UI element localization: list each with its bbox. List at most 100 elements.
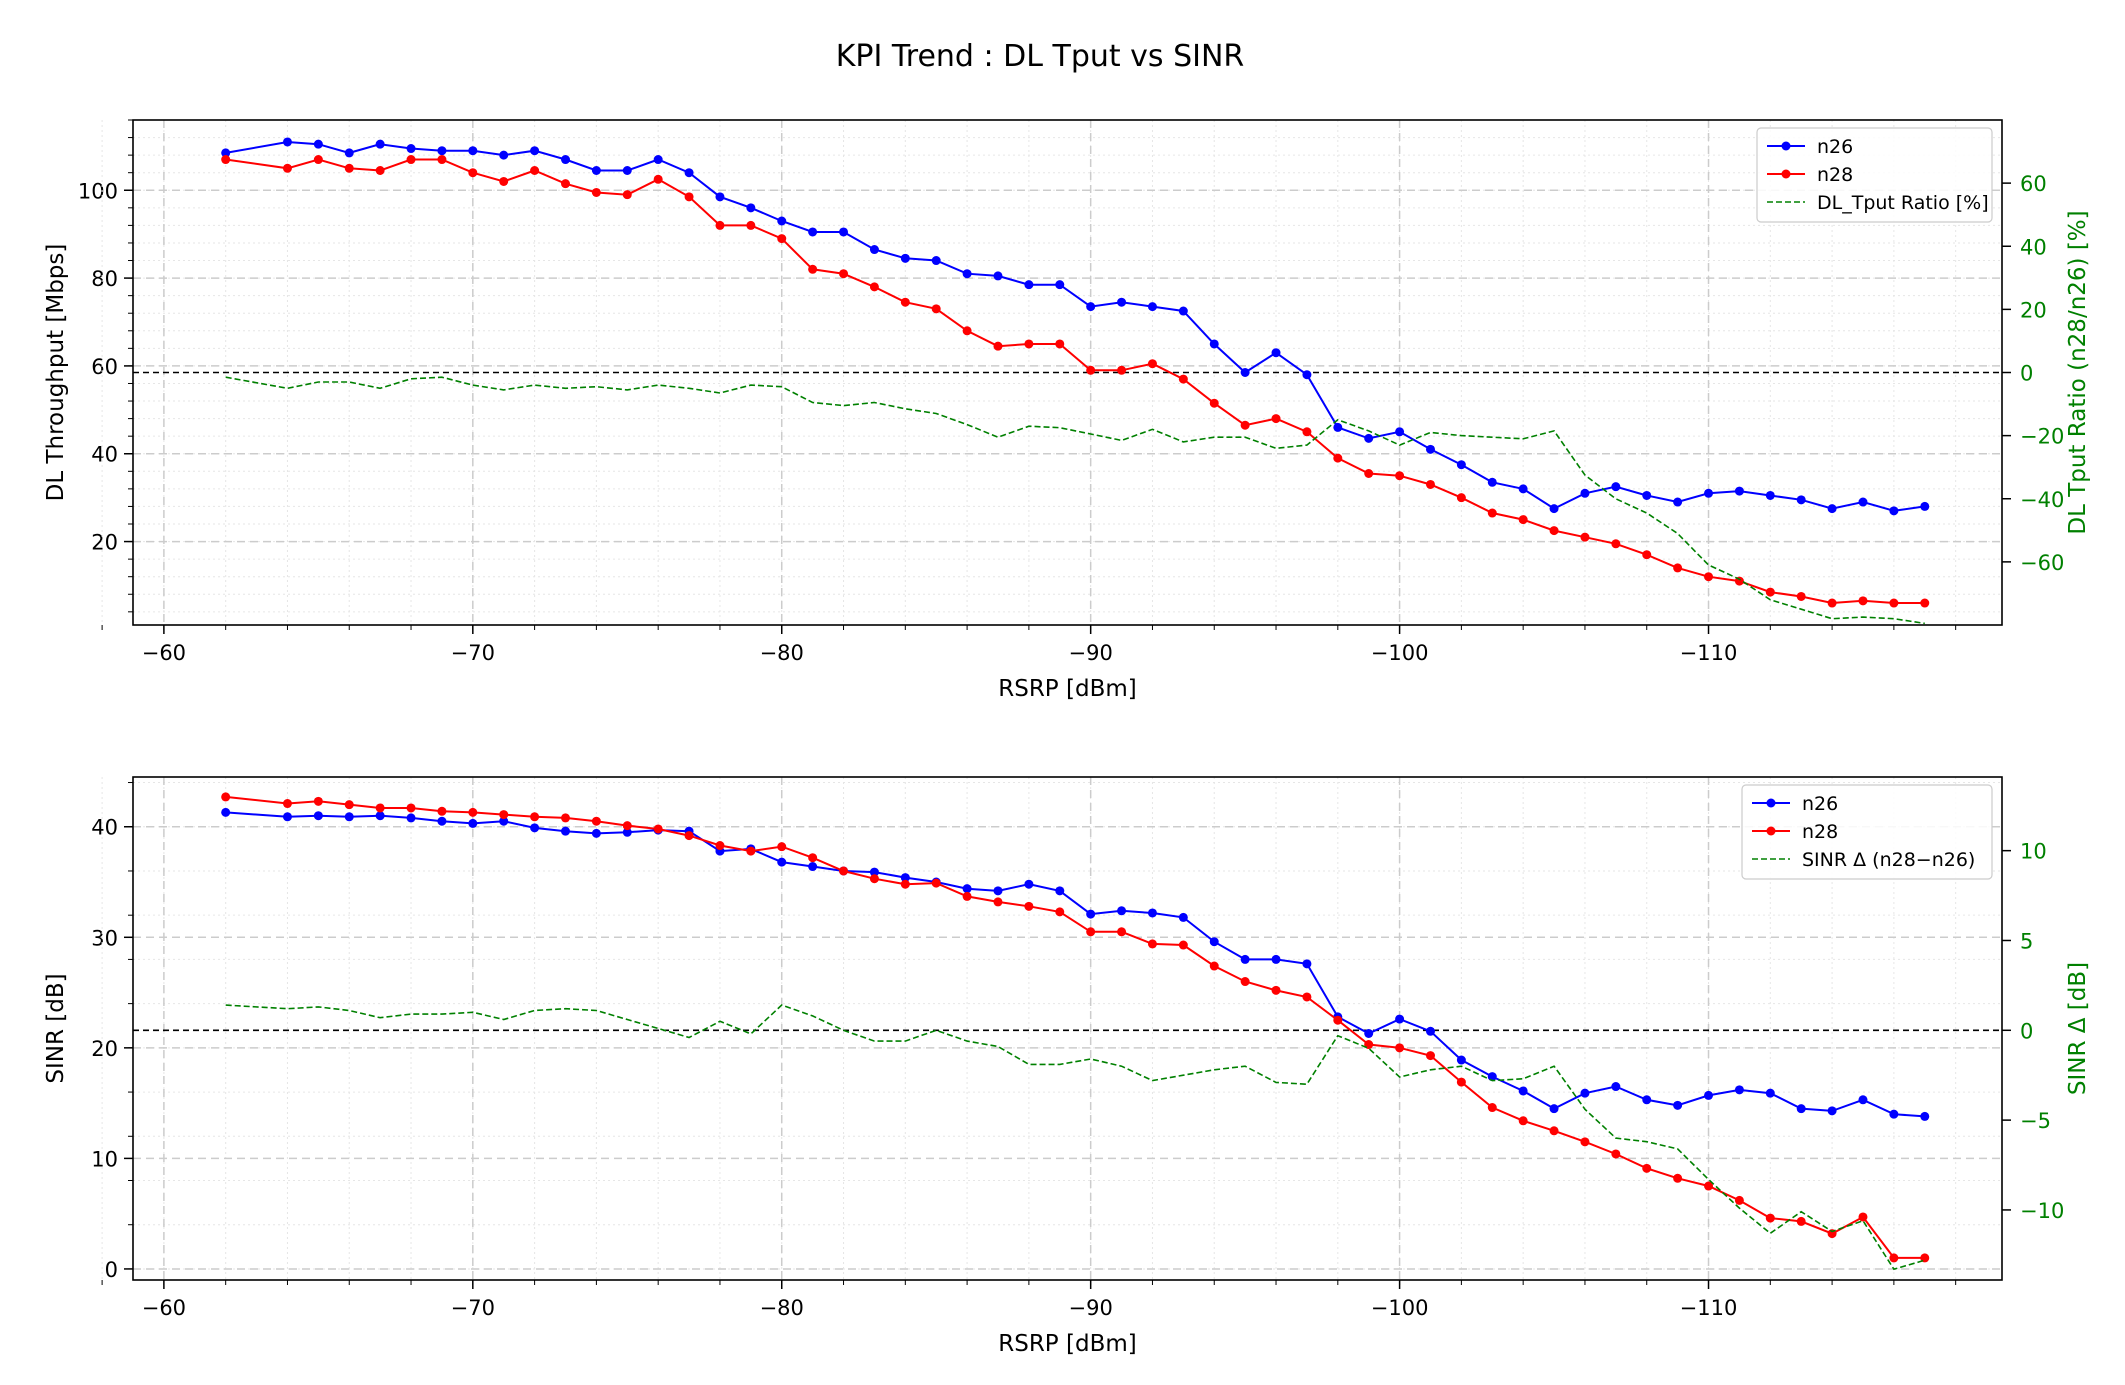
data-point: [962, 884, 972, 894]
tick-group: −60 −70 −80 −90 −100 −110 20 40 60 80 100 −60 −40 −20…: [78, 119, 2064, 665]
data-point: [1024, 879, 1034, 889]
data-point: [1858, 1095, 1868, 1105]
x-axis-label: RSRP [dBm]: [998, 1331, 1136, 1357]
data-point: [993, 897, 1003, 907]
data-point: [375, 139, 385, 149]
data-point: [684, 168, 694, 178]
data-point: [1117, 297, 1127, 307]
series-dl-tput-ratio-: [225, 376, 1925, 625]
data-point: [777, 234, 787, 244]
data-point: [1518, 515, 1528, 525]
data-point: [1920, 1111, 1930, 1121]
data-point: [313, 155, 323, 165]
legend-label: n28: [1802, 821, 1838, 843]
data-point: [839, 269, 849, 279]
y-tick-label: 80: [91, 267, 118, 291]
legend-label: SINR Δ (n28−n26): [1802, 849, 1975, 871]
data-point: [1456, 1055, 1466, 1065]
data-point: [221, 792, 231, 802]
x-tick-label: −80: [760, 1296, 804, 1320]
series-line: [225, 1004, 1926, 1271]
x-tick-label: −110: [1680, 1296, 1738, 1320]
data-point: [1395, 1043, 1405, 1053]
y2-tick-label: −20: [2020, 425, 2064, 449]
data-point: [282, 799, 292, 809]
data-point: [622, 821, 632, 831]
data-point: [1086, 365, 1096, 375]
data-point: [684, 192, 694, 202]
data-point: [1858, 1212, 1868, 1222]
x-tick-label: −60: [142, 641, 186, 665]
plot-frame: [132, 776, 2003, 1281]
data-point: [468, 146, 478, 156]
data-point: [900, 879, 910, 889]
data-point: [1611, 482, 1621, 492]
data-point: [622, 166, 632, 175]
figure-title: KPI Trend : DL Tput vs SINR: [836, 39, 1245, 74]
y-tick-label: 20: [91, 531, 118, 555]
data-point: [1580, 1088, 1590, 1098]
data-point: [530, 146, 540, 156]
data-point: [746, 846, 756, 856]
data-point: [715, 192, 725, 202]
data-point: [1117, 365, 1127, 375]
data-point: [1178, 374, 1188, 384]
data-point: [1487, 477, 1497, 487]
data-point: [437, 816, 447, 826]
data-point: [530, 166, 540, 175]
data-point: [1704, 572, 1714, 582]
data-point: [1765, 1088, 1775, 1098]
data-point: [221, 807, 231, 817]
legend: n26 n28 SINR Δ (n28−n26): [1741, 784, 1993, 880]
x-axis-label: RSRP [dBm]: [998, 676, 1136, 702]
major-grid: [133, 777, 2002, 1280]
data-point: [1673, 563, 1683, 573]
data-point: [1889, 1253, 1899, 1263]
data-point: [437, 155, 447, 165]
data-point: [530, 823, 540, 833]
data-point: [1395, 1014, 1405, 1024]
data-point: [1580, 488, 1590, 498]
data-point: [715, 220, 725, 230]
data-point: [1055, 907, 1065, 917]
data-point: [1086, 927, 1096, 937]
y2-tick-label: 0: [2020, 362, 2033, 386]
data-point: [468, 168, 478, 178]
data-point: [1364, 469, 1374, 478]
data-point: [1827, 1106, 1837, 1116]
y2-axis-label: DL Tput Ratio (n28/n26) [%]: [2065, 210, 2091, 534]
data-point: [375, 811, 385, 821]
data-point: [406, 155, 416, 165]
series-line: [225, 376, 1925, 625]
data-point: [344, 163, 354, 173]
legend-marker: [1781, 141, 1791, 151]
data-point: [808, 264, 818, 274]
data-point: [282, 137, 292, 147]
data-point: [591, 828, 601, 838]
legend-marker: [1781, 169, 1791, 179]
data-point: [1456, 460, 1466, 470]
data-point: [437, 146, 447, 156]
data-point: [1642, 1163, 1652, 1173]
y-axis-label: DL Throughput [Mbps]: [43, 244, 69, 502]
y-tick-label: 10: [91, 1147, 118, 1171]
y2-tick-label: −10: [2020, 1199, 2064, 1223]
data-point: [1580, 532, 1590, 542]
data-point: [962, 326, 972, 336]
legend-box: [1741, 784, 1993, 880]
data-point: [622, 190, 632, 200]
data-point: [1333, 453, 1343, 463]
data-point: [406, 144, 416, 154]
legend-item: n26: [1767, 136, 1853, 158]
series-n26: [221, 137, 1930, 516]
data-point: [1240, 977, 1250, 987]
x-tick-label: −90: [1069, 1296, 1113, 1320]
data-point: [344, 148, 354, 158]
series-line: [225, 158, 1925, 605]
data-point: [1920, 501, 1930, 511]
y2-tick-label: 5: [2020, 929, 2033, 953]
data-point: [993, 271, 1003, 281]
data-point: [1209, 339, 1219, 349]
data-point: [1147, 939, 1157, 949]
data-point: [1456, 493, 1466, 503]
